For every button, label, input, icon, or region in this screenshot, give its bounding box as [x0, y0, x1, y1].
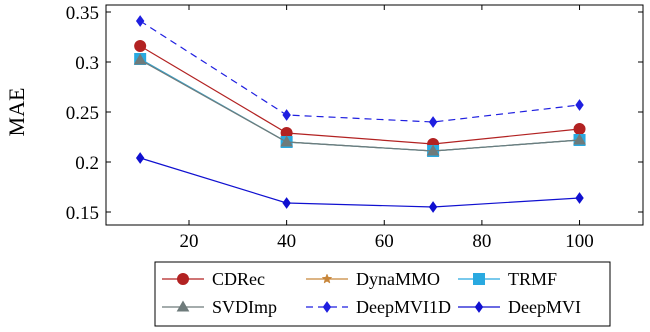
data-point-svdimp — [426, 144, 440, 156]
series-layer — [133, 15, 586, 213]
data-point-deepmvi — [575, 192, 584, 204]
series-dynammo — [134, 53, 585, 156]
x-tick-label: 60 — [375, 231, 394, 252]
legend-label-deepmvi: DeepMVI — [508, 297, 581, 317]
series-line-dynammo — [139, 58, 580, 152]
data-point-deepmvi1d — [135, 15, 145, 27]
legend-marker-dynammo — [321, 273, 333, 284]
x-axis: 20 40 60 80 100 — [179, 5, 594, 252]
legend-marker-trmf — [473, 273, 485, 285]
series-line-deepmvi — [139, 157, 580, 208]
series-svdimp — [133, 53, 586, 156]
legend-box — [154, 261, 611, 327]
data-point-deepmvi — [428, 201, 438, 213]
x-tick-label: 100 — [565, 231, 594, 252]
y-tick-label: 0.3 — [75, 53, 99, 74]
legend-item-cdrec: CDRec — [162, 269, 265, 289]
x-tick-label: 20 — [179, 231, 198, 252]
legend-marker-deepmvi — [474, 301, 484, 313]
data-point-deepmvi — [282, 197, 291, 209]
legend-label-trmf: TRMF — [508, 269, 557, 289]
data-point-svdimp — [280, 135, 293, 147]
y-tick-label: 0.2 — [75, 153, 99, 174]
legend-label-deepmvi1d: DeepMVI1D — [356, 297, 451, 317]
legend-marker-cdrec — [177, 273, 189, 285]
series-trmf — [134, 53, 586, 157]
x-tick-label: 40 — [277, 231, 296, 252]
series-line-deepmvi1d — [139, 20, 580, 123]
legend-item-trmf: TRMF — [458, 269, 557, 289]
legend-item-dynammo: DynaMMO — [306, 269, 440, 289]
legend-marker-deepmvi1d — [322, 301, 332, 313]
y-axis: 0.15 0.2 0.25 0.3 0.35 — [66, 3, 643, 224]
x-tick-label: 80 — [472, 231, 491, 252]
legend-label-svdimp: SVDImp — [212, 297, 277, 317]
data-point-svdimp — [573, 133, 586, 145]
legend-item-deepmvi1d: DeepMVI1D — [306, 297, 451, 317]
legend-label-dynammo: DynaMMO — [356, 269, 440, 289]
series-line-cdrec — [139, 45, 580, 145]
series-deepmvi — [135, 152, 584, 213]
legend-item-svdimp: SVDImp — [162, 297, 277, 317]
plot-frame — [105, 4, 644, 226]
series-deepmvi1d — [135, 15, 584, 128]
y-tick-label: 0.15 — [66, 203, 99, 224]
y-tick-label: 0.35 — [66, 3, 99, 24]
data-point-deepmvi — [135, 152, 145, 164]
data-point-svdimp — [133, 53, 147, 65]
data-point-deepmvi1d — [575, 99, 584, 111]
y-tick-label: 0.25 — [66, 103, 99, 124]
legend-item-deepmvi: DeepMVI — [458, 297, 581, 317]
data-point-cdrec — [573, 123, 586, 135]
series-line-svdimp — [139, 59, 580, 152]
series-cdrec — [134, 40, 586, 150]
series-line-trmf — [139, 58, 580, 152]
y-axis-label: MAE — [4, 88, 29, 137]
data-point-deepmvi1d — [282, 109, 291, 121]
data-point-cdrec — [134, 40, 147, 52]
legend: CDRec DynaMMO TRMF SVDImp DeepMVI1D DeepMVI — [154, 261, 611, 327]
legend-marker-svdimp — [176, 300, 190, 312]
legend-label-cdrec: CDRec — [212, 269, 265, 289]
data-point-deepmvi1d — [428, 116, 438, 128]
